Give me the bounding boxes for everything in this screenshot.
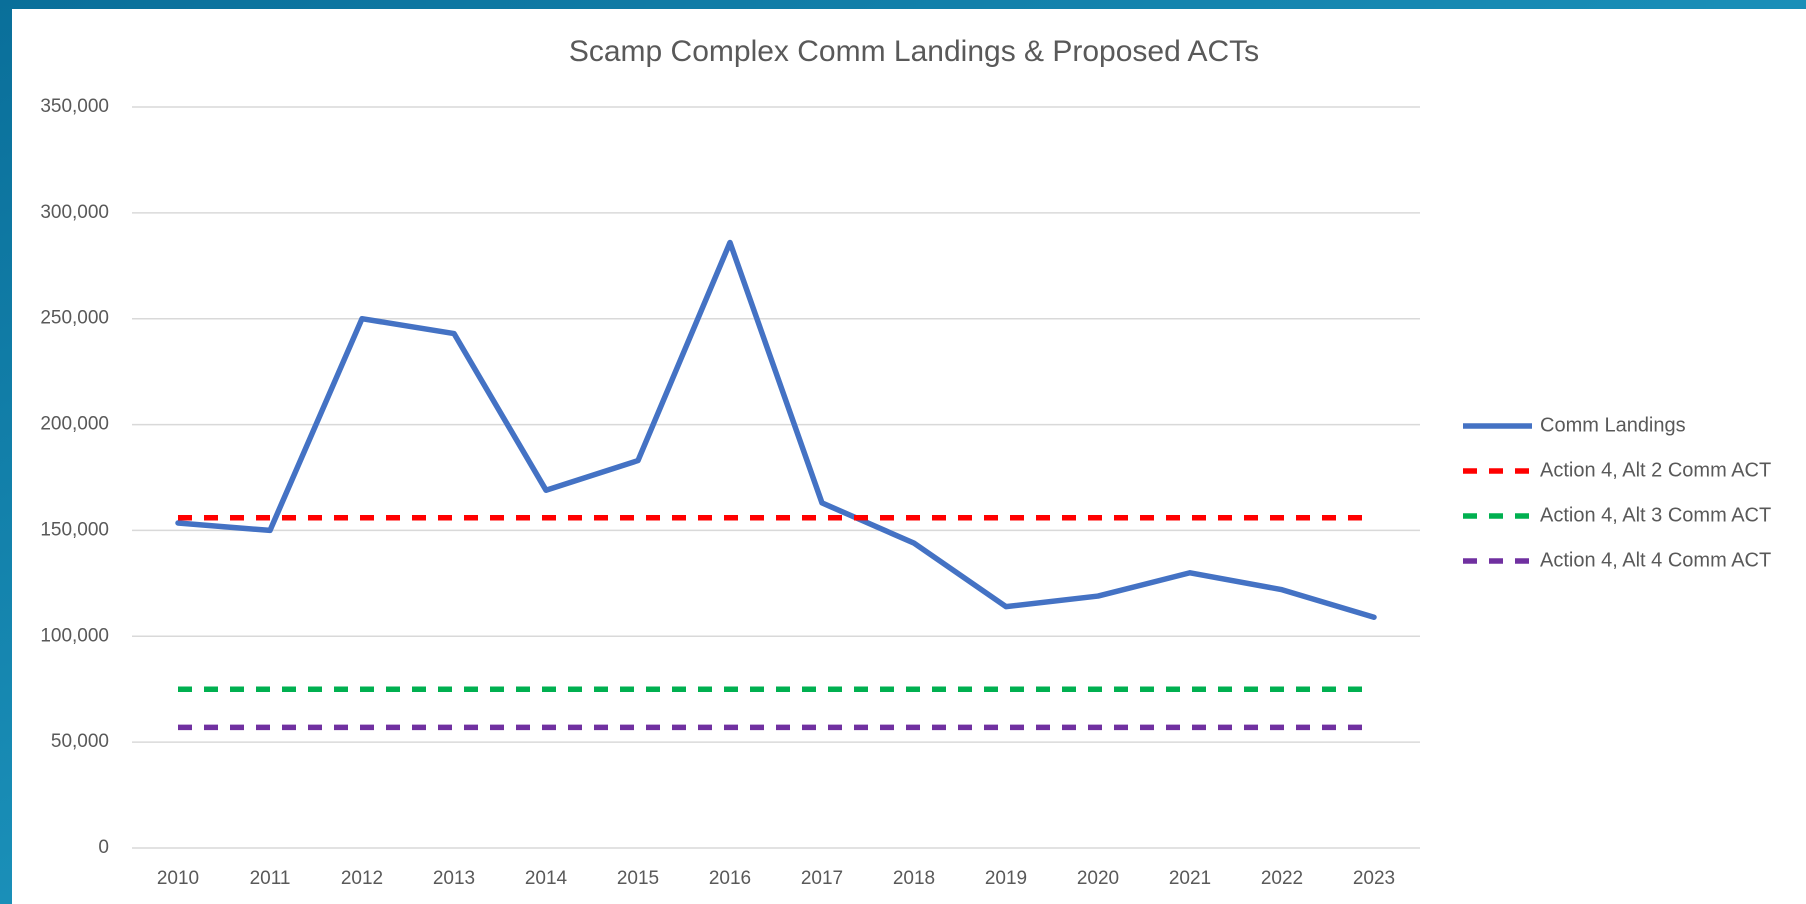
x-tick-label: 2023 bbox=[1353, 868, 1395, 889]
x-tick-label: 2011 bbox=[250, 868, 291, 889]
chart-title: Scamp Complex Comm Landings & Proposed A… bbox=[569, 35, 1259, 68]
x-tick-label: 2021 bbox=[1169, 868, 1211, 889]
x-tick-label: 2020 bbox=[1077, 868, 1119, 889]
chart-area bbox=[12, 9, 1806, 904]
legend-label: Action 4, Alt 3 Comm ACT bbox=[1540, 504, 1771, 526]
x-tick-label: 2016 bbox=[709, 868, 751, 889]
x-tick-label: 2015 bbox=[617, 868, 659, 889]
y-tick-label: 350,000 bbox=[40, 96, 109, 117]
x-tick-label: 2012 bbox=[341, 868, 383, 889]
x-tick-label: 2010 bbox=[157, 868, 199, 889]
y-tick-label: 100,000 bbox=[40, 625, 109, 646]
y-tick-label: 300,000 bbox=[40, 202, 109, 223]
x-tick-label: 2022 bbox=[1261, 868, 1303, 889]
y-tick-label: 200,000 bbox=[40, 414, 109, 435]
y-tick-label: 50,000 bbox=[51, 731, 109, 752]
legend-label: Comm Landings bbox=[1540, 414, 1686, 436]
x-tick-label: 2014 bbox=[525, 868, 568, 889]
y-tick-label: 250,000 bbox=[40, 308, 109, 329]
x-tick-label: 2017 bbox=[801, 868, 843, 889]
x-tick-label: 2018 bbox=[893, 868, 935, 889]
y-tick-label: 0 bbox=[98, 837, 109, 858]
y-tick-label: 150,000 bbox=[40, 519, 109, 540]
series-line bbox=[175, 239, 1377, 620]
legend-label: Action 4, Alt 2 Comm ACT bbox=[1540, 459, 1771, 481]
x-tick-label: 2013 bbox=[433, 868, 475, 889]
legend-label: Action 4, Alt 4 Comm ACT bbox=[1540, 549, 1771, 571]
x-tick-label: 2019 bbox=[985, 868, 1027, 889]
